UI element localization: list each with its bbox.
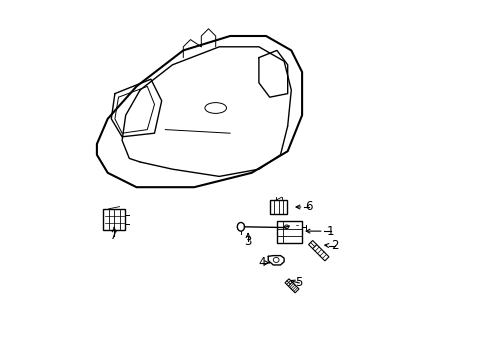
- Text: 2: 2: [331, 239, 338, 252]
- Text: 7: 7: [110, 229, 118, 242]
- Text: 4: 4: [258, 256, 265, 269]
- Bar: [269, 200, 287, 214]
- Text: 3: 3: [244, 235, 251, 248]
- Text: 6: 6: [305, 201, 312, 213]
- Text: 5: 5: [295, 276, 302, 289]
- Text: 1: 1: [326, 225, 334, 238]
- Bar: [276, 221, 302, 243]
- Bar: [103, 209, 125, 230]
